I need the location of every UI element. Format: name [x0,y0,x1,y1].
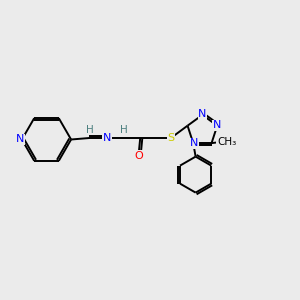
Text: S: S [167,133,175,143]
Text: H: H [85,124,93,135]
Text: N: N [213,120,221,130]
Text: O: O [134,151,143,161]
Text: H: H [120,124,128,135]
Text: N: N [190,138,198,148]
Text: N: N [198,109,207,119]
Text: N: N [103,133,111,143]
Text: N: N [16,134,25,145]
Text: CH₃: CH₃ [217,136,236,147]
